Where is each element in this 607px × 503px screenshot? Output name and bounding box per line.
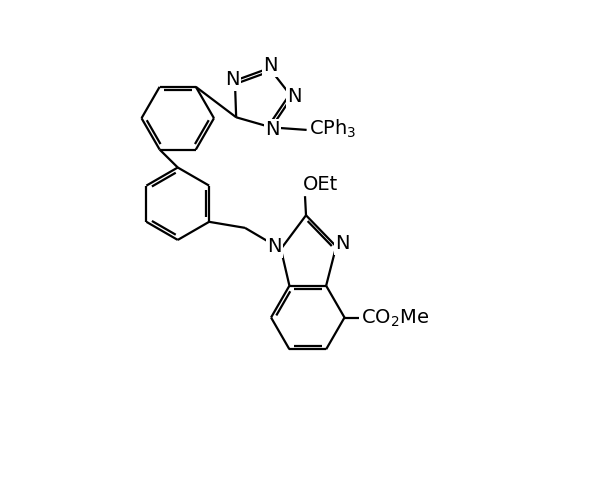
Text: OEt: OEt — [302, 175, 337, 194]
Text: N: N — [265, 120, 280, 139]
Text: N: N — [263, 56, 277, 75]
Text: CPh$_3$: CPh$_3$ — [309, 118, 356, 140]
Text: N: N — [336, 234, 350, 254]
Text: N: N — [267, 237, 282, 256]
Text: CO$_2$Me: CO$_2$Me — [361, 308, 429, 329]
Text: N: N — [287, 88, 302, 107]
Text: N: N — [225, 70, 240, 89]
